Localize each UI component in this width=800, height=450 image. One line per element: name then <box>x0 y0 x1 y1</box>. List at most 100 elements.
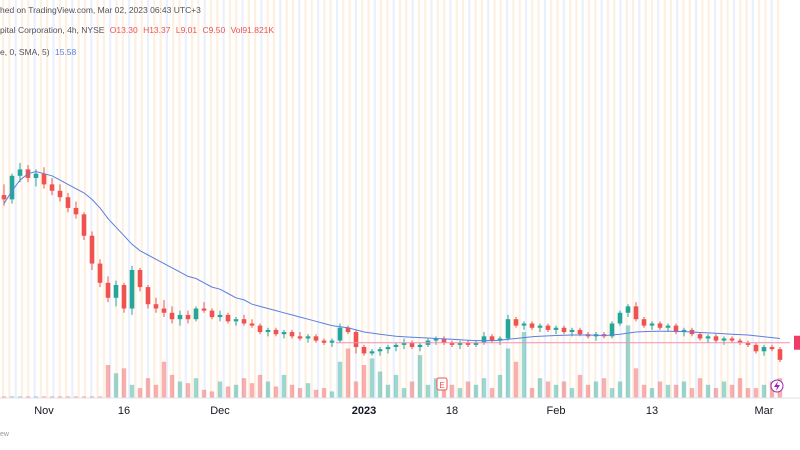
candle[interactable] <box>97 259 103 288</box>
candle[interactable] <box>761 344 767 356</box>
candle[interactable] <box>745 340 751 348</box>
candle[interactable] <box>465 340 471 348</box>
candle[interactable] <box>401 338 407 350</box>
candle[interactable] <box>81 212 87 241</box>
candle[interactable] <box>33 169 39 187</box>
candle[interactable] <box>545 323 551 333</box>
candle[interactable] <box>441 336 447 345</box>
candle[interactable] <box>169 306 175 324</box>
volume-bar <box>729 384 735 398</box>
candle[interactable] <box>657 321 663 330</box>
candle[interactable] <box>705 334 711 343</box>
candle[interactable] <box>113 280 119 307</box>
volume-bar <box>721 381 727 398</box>
current-price-marker[interactable] <box>794 335 800 350</box>
candle[interactable] <box>641 317 647 328</box>
candle[interactable] <box>257 323 263 335</box>
candle[interactable] <box>457 340 463 350</box>
candle[interactable] <box>49 177 55 196</box>
candle[interactable] <box>161 299 167 318</box>
volume-bar <box>713 388 719 398</box>
candle[interactable] <box>217 310 223 322</box>
candle[interactable] <box>193 306 199 322</box>
candle[interactable] <box>409 340 415 350</box>
candle-body <box>417 344 423 348</box>
candle-body <box>1 195 7 200</box>
candle[interactable] <box>417 342 423 352</box>
candle[interactable] <box>521 321 527 330</box>
candle[interactable] <box>489 334 495 343</box>
candle[interactable] <box>553 325 559 335</box>
candle[interactable] <box>145 284 151 309</box>
candle[interactable] <box>89 231 95 270</box>
candle[interactable] <box>297 332 303 341</box>
candle[interactable] <box>361 344 367 356</box>
candle[interactable] <box>561 325 567 335</box>
session-band <box>33 0 36 398</box>
candle[interactable] <box>529 321 535 330</box>
candle[interactable] <box>729 336 735 343</box>
candle[interactable] <box>201 302 207 313</box>
candle[interactable] <box>313 334 319 343</box>
volume-bar <box>217 381 223 398</box>
volume-bar <box>369 358 375 398</box>
candle[interactable] <box>385 344 391 354</box>
candle[interactable] <box>249 319 255 328</box>
volume-bar <box>497 374 503 398</box>
candle[interactable] <box>625 304 631 318</box>
candle[interactable] <box>57 184 63 202</box>
candle[interactable] <box>633 302 639 322</box>
candle[interactable] <box>537 323 543 333</box>
candle[interactable] <box>153 297 159 313</box>
candle[interactable] <box>73 201 79 219</box>
earnings-marker[interactable] <box>436 377 448 391</box>
candle[interactable] <box>233 317 239 326</box>
candle[interactable] <box>449 340 455 348</box>
candle[interactable] <box>713 334 719 343</box>
candle[interactable] <box>321 338 327 345</box>
candle[interactable] <box>665 323 671 333</box>
candle[interactable] <box>353 329 359 354</box>
candle[interactable] <box>17 162 23 183</box>
candle[interactable] <box>241 314 247 326</box>
candle[interactable] <box>433 336 439 345</box>
candle[interactable] <box>697 332 703 341</box>
candle[interactable] <box>289 329 295 339</box>
indicator-legend[interactable]: e, 0, SMA, 5) 15.58 <box>0 47 79 57</box>
candle[interactable] <box>777 347 783 362</box>
candle[interactable] <box>305 334 311 343</box>
candle[interactable] <box>505 314 511 341</box>
candle[interactable] <box>721 336 727 345</box>
candle[interactable] <box>65 192 71 213</box>
candle[interactable] <box>737 338 743 345</box>
candle[interactable] <box>609 321 615 339</box>
candle[interactable] <box>105 276 111 303</box>
candle[interactable] <box>649 321 655 330</box>
candle[interactable] <box>185 310 191 324</box>
candle[interactable] <box>177 310 183 326</box>
candle[interactable] <box>225 312 231 324</box>
candle[interactable] <box>345 325 351 335</box>
candle[interactable] <box>121 282 127 313</box>
candle[interactable] <box>273 327 279 337</box>
candle[interactable] <box>41 167 47 189</box>
candle[interactable] <box>129 265 135 315</box>
candle[interactable] <box>769 344 775 352</box>
candle[interactable] <box>265 327 271 337</box>
candle[interactable] <box>673 323 679 335</box>
candle[interactable] <box>513 317 519 328</box>
candle[interactable] <box>753 342 759 354</box>
candle[interactable] <box>209 308 215 320</box>
candle[interactable] <box>377 347 383 356</box>
candle[interactable] <box>1 184 7 206</box>
candle[interactable] <box>393 342 399 352</box>
candle[interactable] <box>329 338 335 348</box>
symbol-legend[interactable]: pital Corporation, 4h, NYSE O13.30 H13.3… <box>0 25 277 35</box>
candle[interactable] <box>473 340 479 348</box>
candle[interactable] <box>281 329 287 339</box>
candle[interactable] <box>617 310 623 326</box>
candle[interactable] <box>369 349 375 356</box>
candle[interactable] <box>137 267 143 292</box>
candle[interactable] <box>9 173 15 204</box>
